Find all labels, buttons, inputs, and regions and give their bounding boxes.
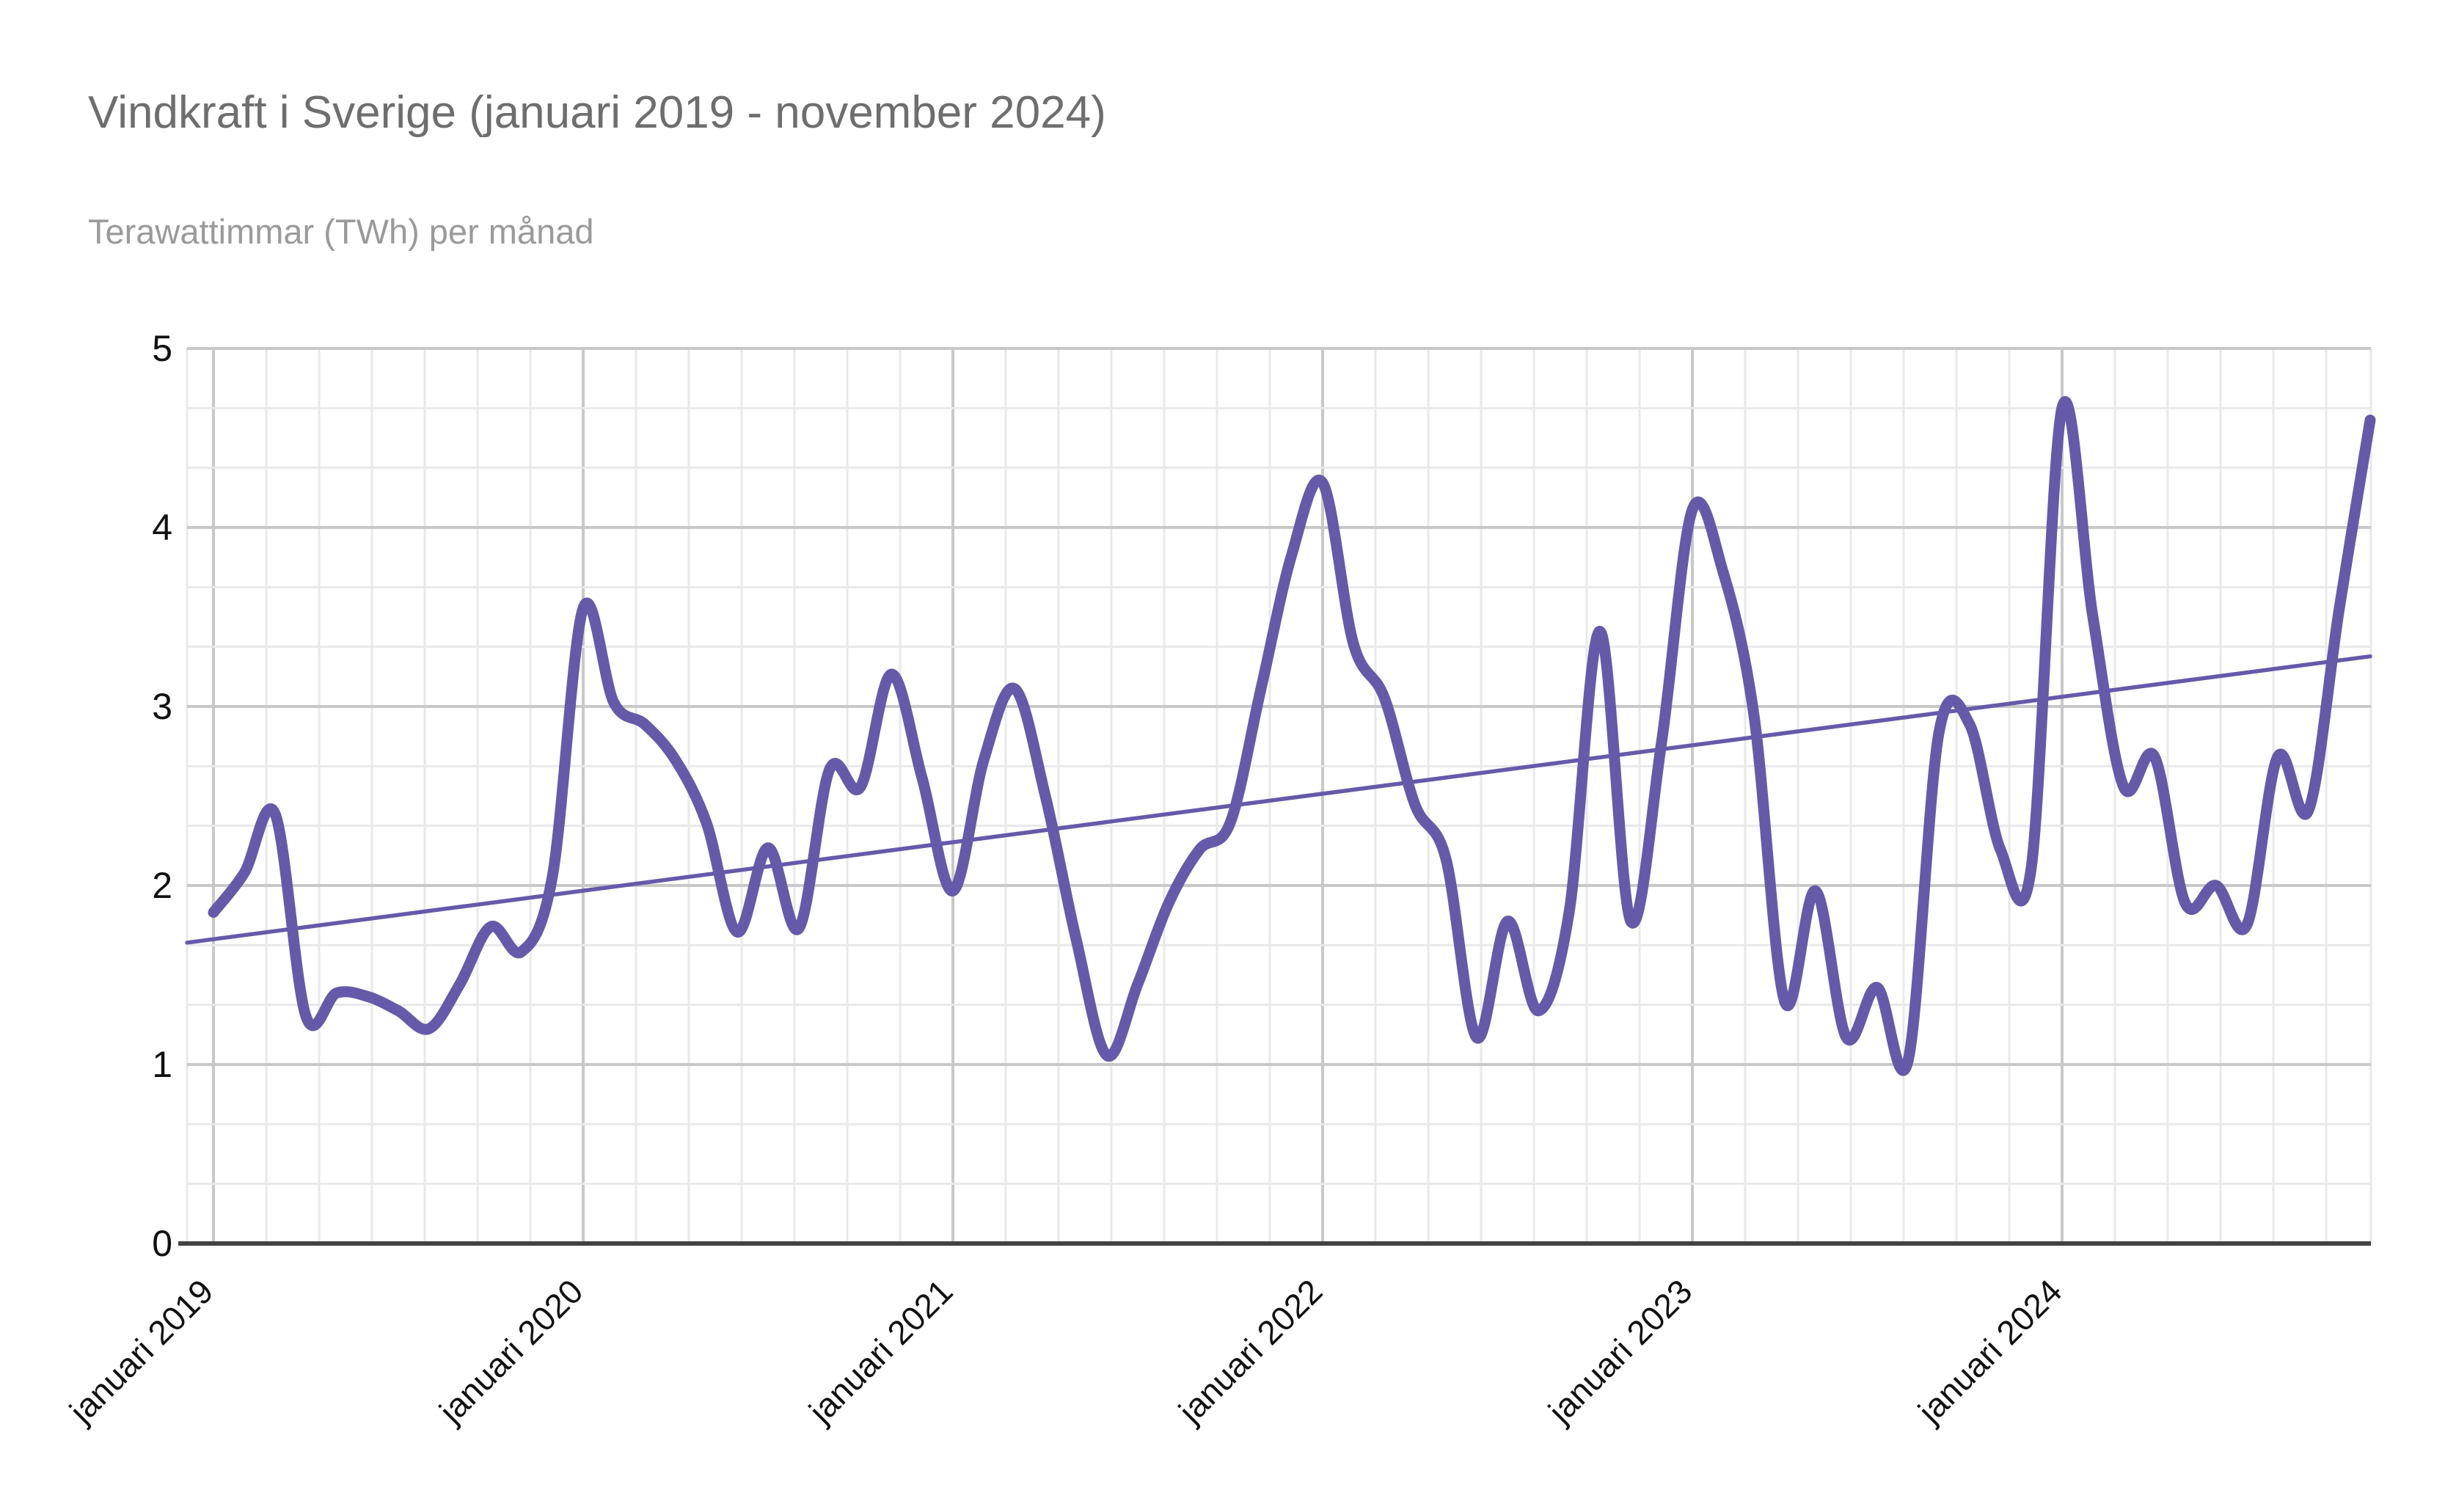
y-axis-label-4: 4 bbox=[152, 507, 172, 548]
y-axis-label-3: 3 bbox=[152, 686, 172, 727]
y-axis-label-5: 5 bbox=[152, 328, 172, 369]
wind-series-path bbox=[208, 395, 2376, 1076]
chart-subtitle: Terawattimmar (TWh) per månad bbox=[88, 212, 594, 251]
y-axis-label-1: 1 bbox=[152, 1044, 172, 1085]
y-axis-label-2: 2 bbox=[152, 865, 172, 906]
y-axis-label-0: 0 bbox=[152, 1223, 172, 1264]
chart-title: Vindkraft i Sverige (januari 2019 - nove… bbox=[88, 87, 1106, 138]
